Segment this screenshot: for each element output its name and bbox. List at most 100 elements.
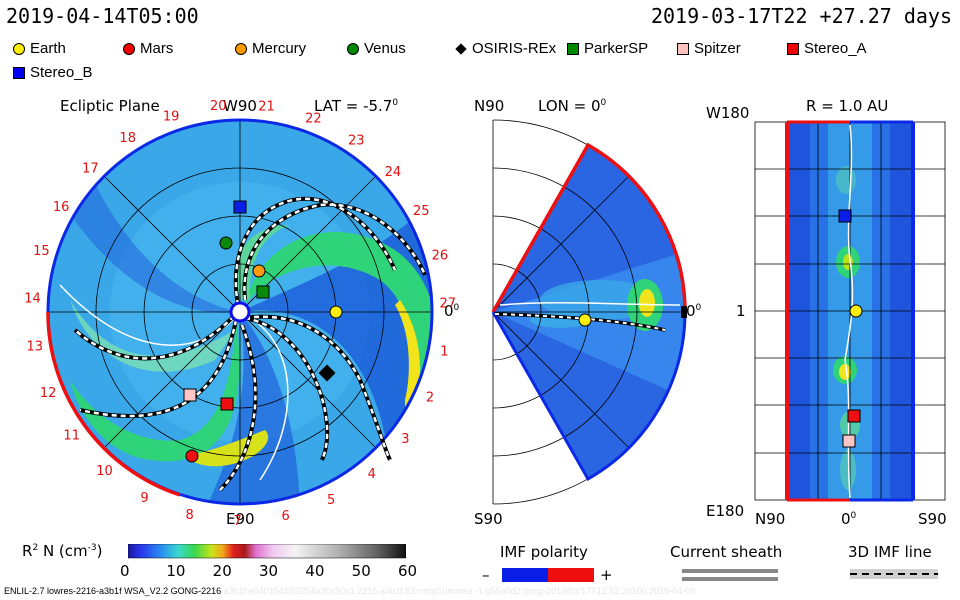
left-datetime: 2019-04-14T05:00 xyxy=(6,4,199,28)
map-stereo-a-marker xyxy=(847,409,861,423)
imf-line-title: 3D IMF line xyxy=(848,543,932,561)
legend-label: Mercury xyxy=(252,40,307,57)
clock-label: 22 xyxy=(305,111,322,126)
colorbar-tick: 50 xyxy=(351,562,371,580)
legend-label: Mars xyxy=(140,40,174,57)
ecliptic-title: Ecliptic Plane xyxy=(60,97,160,115)
stereo-b-marker xyxy=(233,200,247,214)
ecliptic-top-label: W90 xyxy=(223,97,257,115)
mer-right-label: 00 xyxy=(686,302,702,320)
legend-marker-icon xyxy=(567,42,579,55)
legend-marker-icon xyxy=(347,42,359,55)
legend-item-mercury: Mercury xyxy=(234,40,306,57)
sheath-line-2 xyxy=(682,577,778,581)
legend-item-venus: Venus xyxy=(346,40,406,57)
map-x-0: 00 xyxy=(841,510,857,528)
lat-label: LAT = -5.70 xyxy=(314,97,399,115)
osiris-rex-marker xyxy=(318,364,336,382)
clock-label: 17 xyxy=(82,162,99,177)
stereo-a-marker xyxy=(220,397,234,411)
map-spitzer-marker xyxy=(842,434,856,448)
legend-marker-icon xyxy=(13,42,25,55)
clock-label: 21 xyxy=(258,100,275,115)
clock-label: 5 xyxy=(327,493,335,508)
imf-positive-swatch xyxy=(548,568,594,582)
clock-label: 25 xyxy=(413,204,430,219)
clock-label: 3 xyxy=(401,432,409,447)
legend-marker-icon xyxy=(235,42,247,55)
imf-line-sample xyxy=(850,569,938,579)
legend-item-osiris-rex: OSIRIS-REx xyxy=(454,40,556,57)
legend-item-spitzer: Spitzer xyxy=(676,40,741,57)
footer: ENLIL-2.7 lowres-2216-a3b1f WSA_V2.2 GON… xyxy=(4,586,696,596)
clock-label: 9 xyxy=(140,491,148,506)
clock-label: 8 xyxy=(186,508,194,523)
clock-label: 16 xyxy=(53,200,70,215)
legend-label: Earth xyxy=(30,40,66,57)
legend-label: Stereo_A xyxy=(804,40,867,57)
legend-marker-icon xyxy=(123,42,135,55)
clock-label: 2 xyxy=(426,391,434,406)
legend-item-stereo-b: Stereo_B xyxy=(12,64,93,81)
colorbar-tick: 30 xyxy=(259,562,279,580)
current-sheath-title: Current sheath xyxy=(670,543,783,561)
legend-label: ParkerSP xyxy=(584,40,649,57)
map-x-s90: S90 xyxy=(918,510,947,528)
mer-top-left: N90 xyxy=(474,97,505,115)
imf-negative-swatch xyxy=(502,568,548,582)
clock-label: 11 xyxy=(63,428,80,443)
spitzer-marker xyxy=(183,388,197,402)
map-x-n90: N90 xyxy=(755,510,786,528)
legend-label: Spitzer xyxy=(694,40,741,57)
clock-label: 20 xyxy=(210,99,227,114)
ecliptic-right-label: 00 xyxy=(444,302,460,320)
legend-label: OSIRIS-REx xyxy=(472,40,557,57)
sheath-line-1 xyxy=(682,569,778,573)
ecliptic-bodies xyxy=(183,200,343,463)
clock-label: 24 xyxy=(385,165,402,180)
legend-item-parkersp: ParkerSP xyxy=(566,40,648,57)
colorbar-tick: 20 xyxy=(212,562,232,580)
clock-label: 26 xyxy=(432,249,449,264)
legend-label: Stereo_B xyxy=(30,64,93,81)
clock-label: 10 xyxy=(96,464,113,479)
legend-item-stereo-a: Stereo_A xyxy=(786,40,867,57)
colorbar-tick: 40 xyxy=(305,562,325,580)
clock-label: 14 xyxy=(24,292,41,307)
imf-polarity-title: IMF polarity xyxy=(500,543,588,561)
ecliptic-bottom-label: E90 xyxy=(226,510,255,528)
clock-label: 23 xyxy=(348,134,365,149)
parkersp-marker xyxy=(256,285,270,299)
colorbar-tick: 0 xyxy=(120,562,130,580)
clock-label: 7 xyxy=(233,514,241,529)
mars-marker xyxy=(185,449,199,463)
clock-label: 12 xyxy=(40,386,57,401)
clock-label: 19 xyxy=(163,110,180,125)
clock-label: 6 xyxy=(281,509,289,524)
legend-label: Venus xyxy=(364,40,406,57)
venus-marker xyxy=(219,236,233,250)
colorbar-label: R2 N (cm-3) xyxy=(22,542,103,560)
colorbar-tick: 10 xyxy=(166,562,186,580)
mer-bottom-left: S90 xyxy=(474,510,503,528)
legend-marker-icon xyxy=(13,66,25,79)
mer-earth-marker xyxy=(578,313,592,327)
colorbar-tick: 60 xyxy=(398,562,418,580)
map-left-mid: 1 xyxy=(736,302,746,320)
imf-minus: – xyxy=(482,566,490,584)
legend-item-mars: Mars xyxy=(122,40,173,57)
earth-marker xyxy=(329,305,343,319)
legend-marker-icon xyxy=(787,42,799,55)
clock-label: 27 xyxy=(440,296,457,311)
clock-label: 18 xyxy=(119,131,136,146)
lon-label: LON = 00 xyxy=(538,97,607,115)
map-top-left: W180 xyxy=(706,104,750,122)
map-bottom-left: E180 xyxy=(706,502,745,520)
legend-marker-icon xyxy=(677,42,689,55)
right-datetime: 2019-03-17T22 +27.27 days xyxy=(650,4,952,28)
clock-label: 4 xyxy=(368,467,376,482)
legend-marker-icon xyxy=(455,42,467,55)
